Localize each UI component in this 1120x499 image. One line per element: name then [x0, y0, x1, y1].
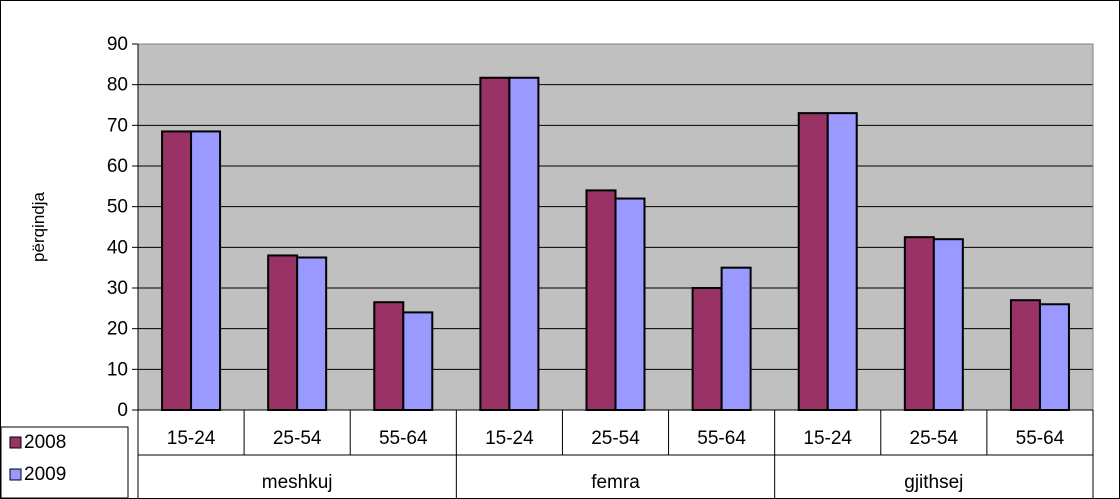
y-tick-label: 30	[107, 278, 128, 299]
x-category-label: 55-64	[697, 428, 746, 449]
bar-2009-4	[614, 197, 646, 411]
legend: 2008 2009	[0, 426, 129, 499]
x-category-label: 25-54	[910, 428, 959, 449]
y-tick-label: 20	[107, 319, 128, 340]
x-group-label: gjithsej	[904, 472, 963, 493]
y-tick-labels: 0 10 20 30 40 50 60 70 80 90	[107, 34, 128, 421]
legend-label: 2009	[24, 464, 66, 485]
y-axis-label: përqindja	[29, 191, 48, 261]
bar-2008-2	[373, 301, 405, 412]
x-category-label: 15-24	[485, 428, 534, 449]
bar-2008-5	[691, 287, 723, 411]
bar-2008-3	[479, 76, 511, 412]
x-category-label: 15-24	[167, 428, 216, 449]
bar-2008-8	[1009, 299, 1041, 412]
y-tick-label: 80	[107, 75, 128, 96]
bar-2008-4	[585, 189, 617, 411]
y-tick-label: 60	[107, 156, 128, 177]
x-group-label: meshkuj	[262, 472, 333, 493]
bar-2009-6	[826, 112, 858, 411]
legend-box	[0, 426, 129, 499]
legend-swatch-2009	[9, 468, 22, 481]
bar-2009-0	[190, 130, 222, 412]
x-category-label: 25-54	[591, 428, 640, 449]
bar-2009-5	[720, 266, 752, 411]
x-category-label: 15-24	[803, 428, 852, 449]
y-tick-label: 40	[107, 237, 128, 258]
bar-2009-1	[296, 256, 328, 411]
bar-2008-6	[797, 112, 829, 411]
bar-2008-1	[267, 254, 299, 411]
x-category-label: 55-64	[379, 428, 428, 449]
bar-2009-3	[508, 76, 540, 412]
axes	[132, 43, 1094, 411]
bars	[161, 76, 1070, 412]
x-axis-table: 15-24 25-54 55-64 15-24 25-54 55-64 15-24 25-54…	[137, 410, 1094, 499]
y-tick-label: 70	[107, 115, 128, 136]
bar-2008-7	[903, 236, 935, 411]
x-group-label: femra	[591, 472, 640, 493]
y-tick-label: 90	[107, 34, 128, 55]
bar-2008-0	[161, 130, 193, 412]
y-tick-label: 10	[107, 359, 128, 380]
y-tick-label: 50	[107, 197, 128, 218]
bar-2009-7	[932, 238, 964, 411]
x-category-label: 55-64	[1016, 428, 1065, 449]
legend-label: 2008	[24, 432, 66, 453]
bar-2009-2	[402, 311, 434, 411]
y-tick-label: 0	[117, 400, 128, 421]
legend-swatch-2008	[9, 436, 22, 449]
x-category-label: 25-54	[273, 428, 322, 449]
bar-2009-8	[1038, 303, 1070, 411]
